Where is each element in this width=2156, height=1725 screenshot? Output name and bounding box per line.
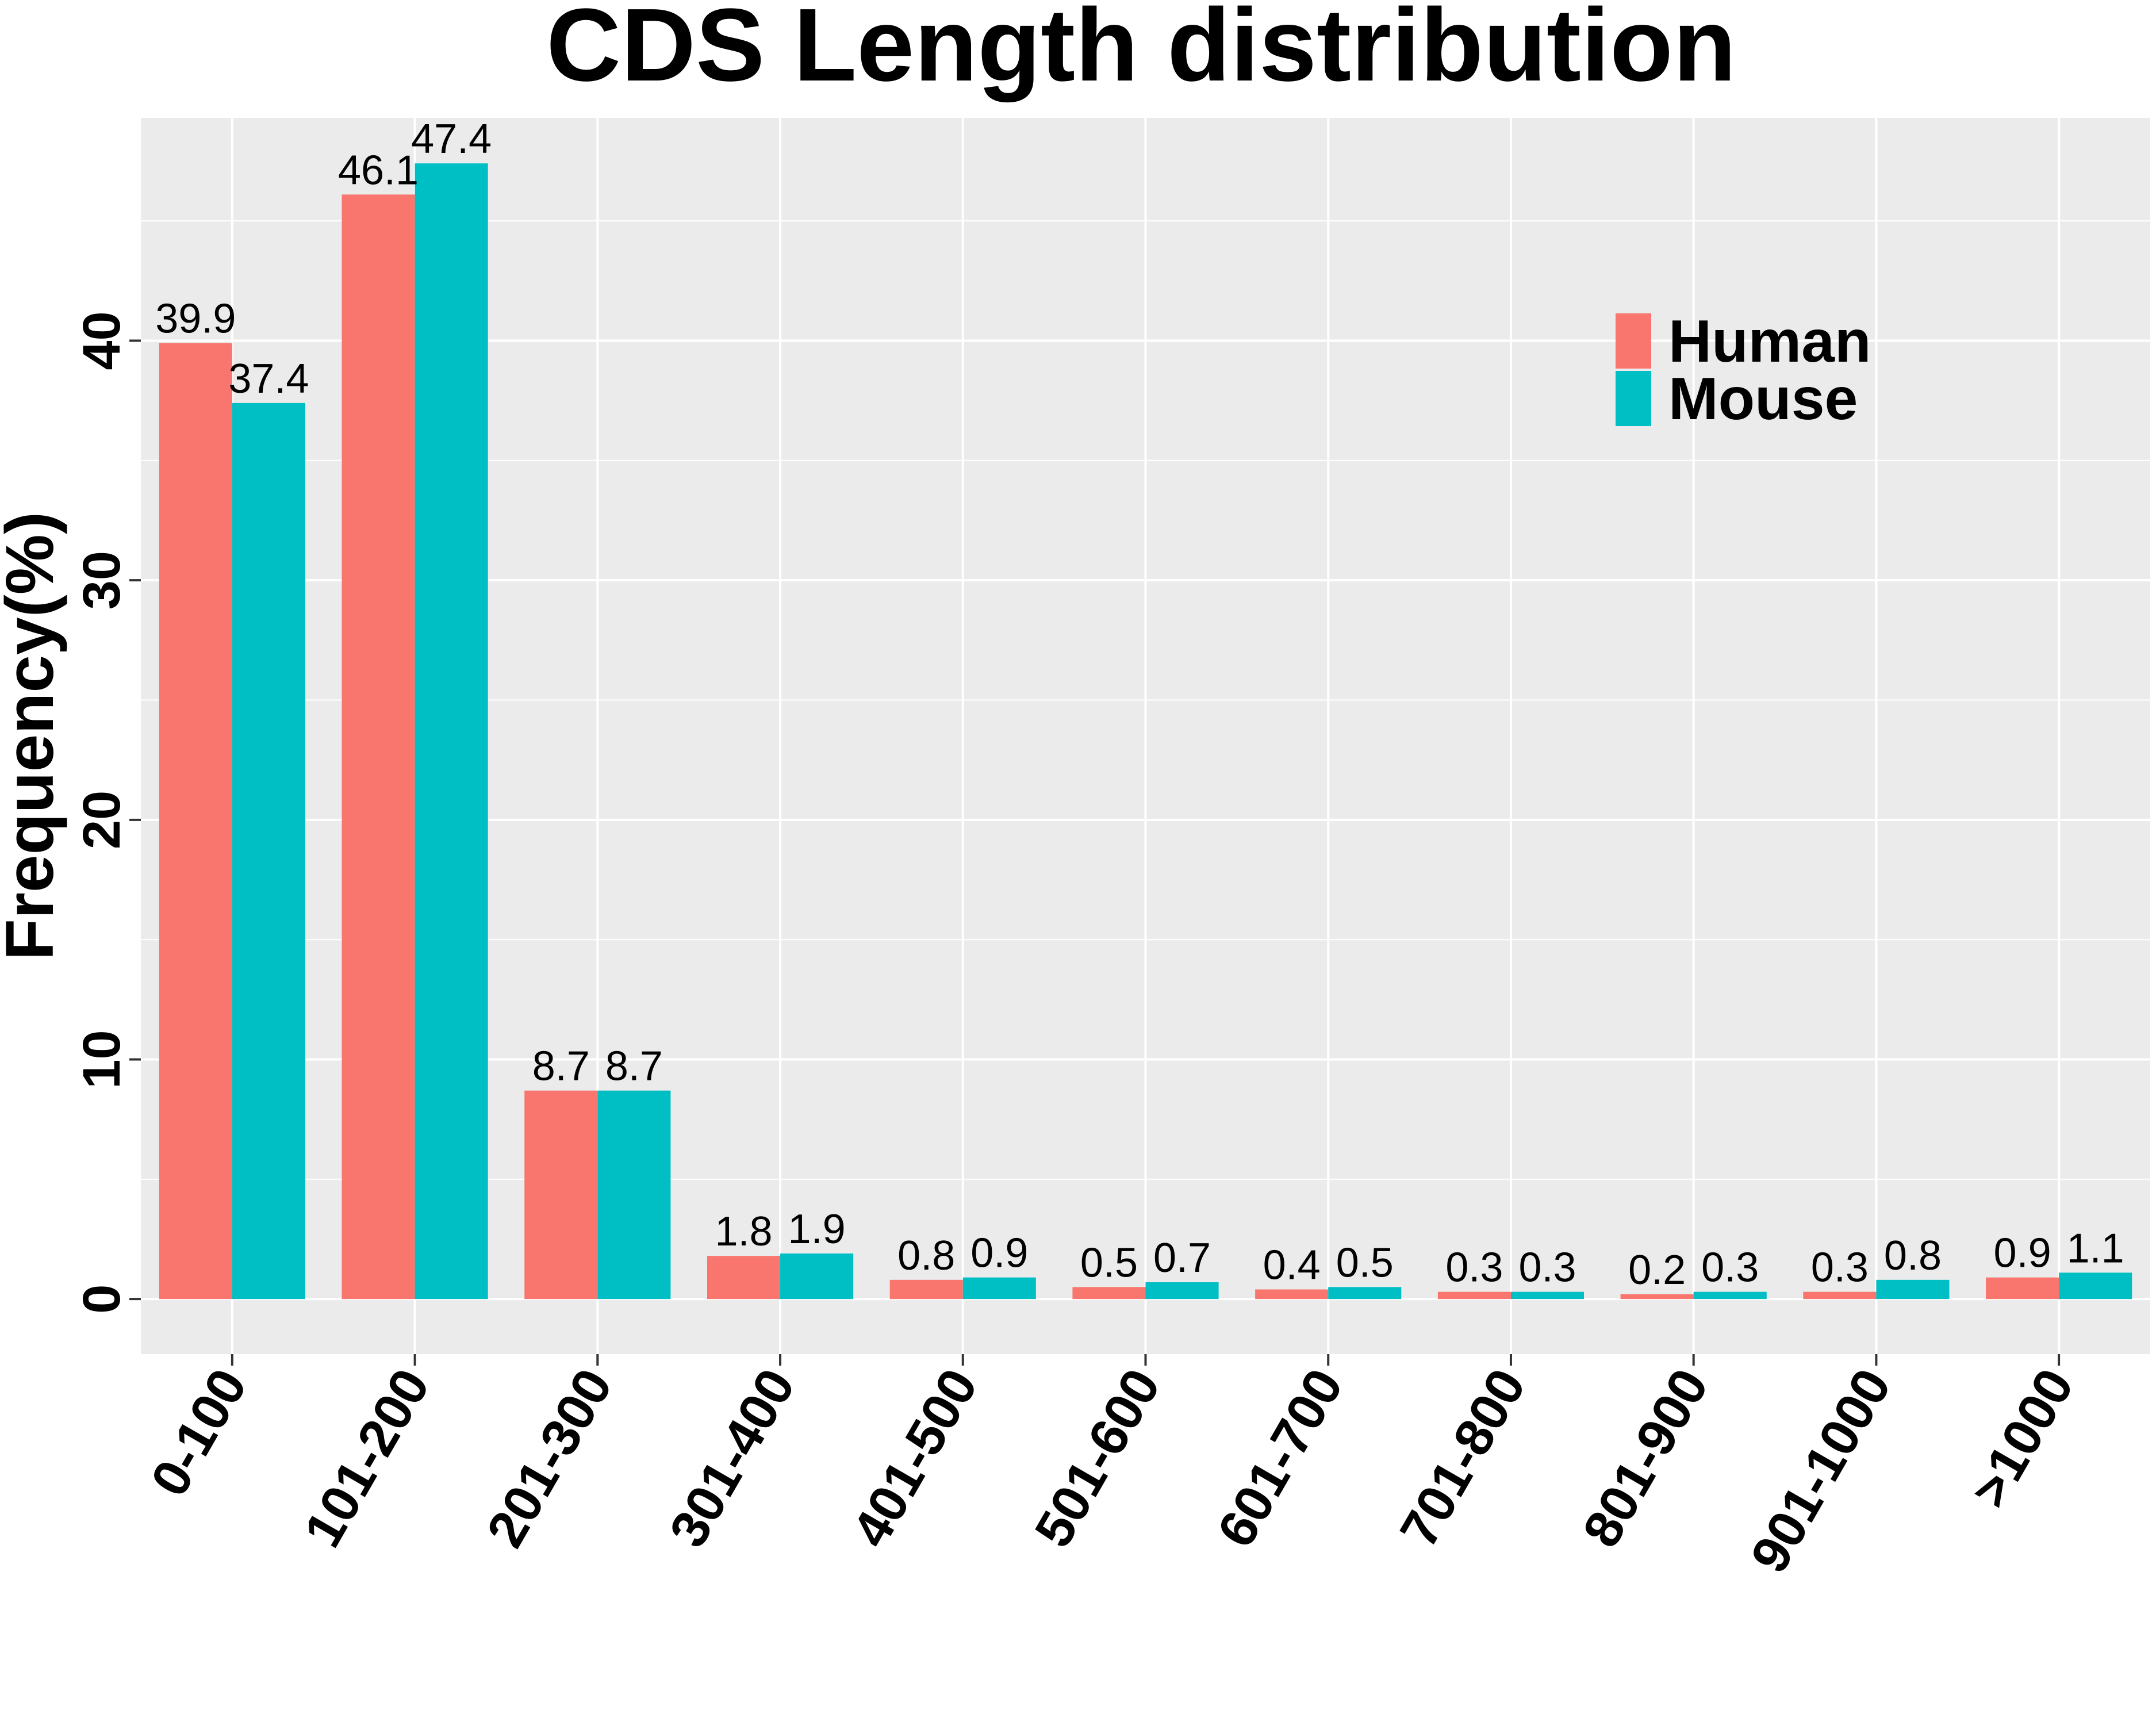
- bar-label-human-5: 0.5: [1080, 1240, 1138, 1286]
- legend-label-mouse: Mouse: [1668, 366, 1858, 432]
- bar-label-human-9: 0.3: [1811, 1245, 1869, 1291]
- x-tick-label: 601-700: [1206, 1359, 1354, 1557]
- x-tick-label: 0-100: [140, 1359, 258, 1506]
- y-tick-label: 40: [72, 311, 131, 370]
- bar-label-mouse-0: 37.4: [228, 356, 309, 402]
- bar-label-mouse-1: 47.4: [411, 116, 492, 162]
- y-tick-label: 0: [72, 1285, 131, 1314]
- y-tick-label: 20: [72, 791, 131, 849]
- bar-label-human-6: 0.4: [1263, 1243, 1321, 1289]
- bar-mouse-10: [2059, 1272, 2132, 1300]
- bar-human-6: [1255, 1289, 1329, 1300]
- bar-label-human-1: 46.1: [338, 147, 419, 193]
- bar-label-human-8: 0.2: [1628, 1247, 1686, 1293]
- bar-label-human-10: 0.9: [1994, 1230, 2051, 1276]
- legend-swatch-human: [1616, 313, 1651, 369]
- bar-mouse-3: [780, 1254, 854, 1300]
- bar-human-4: [889, 1279, 963, 1300]
- x-tick-label: >1000: [1960, 1359, 2085, 1517]
- bar-label-mouse-4: 0.9: [970, 1230, 1028, 1276]
- y-tick-label: 10: [72, 1030, 131, 1088]
- x-tick-label: 101-200: [293, 1359, 441, 1557]
- bar-human-10: [1986, 1277, 2059, 1300]
- bar-label-mouse-2: 8.7: [605, 1044, 663, 1090]
- bar-human-5: [1072, 1287, 1146, 1300]
- bar-label-mouse-9: 0.8: [1884, 1233, 1942, 1279]
- bar-mouse-8: [1693, 1291, 1767, 1300]
- legend-label-human: Human: [1668, 308, 1871, 375]
- bar-label-mouse-10: 1.1: [2067, 1225, 2124, 1271]
- bar-label-human-4: 0.8: [897, 1233, 955, 1279]
- bar-label-human-3: 1.8: [715, 1209, 772, 1255]
- bar-label-mouse-7: 0.3: [1518, 1245, 1576, 1291]
- x-tick-label: 501-600: [1024, 1359, 1172, 1557]
- x-tick-label: 301-400: [658, 1359, 806, 1557]
- bar-human-0: [159, 343, 232, 1300]
- bar-label-human-0: 39.9: [155, 296, 236, 342]
- bar-label-mouse-8: 0.3: [1701, 1245, 1759, 1291]
- x-tick-label: 701-800: [1389, 1359, 1537, 1557]
- legend-swatch-mouse: [1616, 371, 1651, 426]
- bar-mouse-9: [1876, 1279, 1950, 1300]
- x-tick-label: 201-300: [475, 1359, 623, 1557]
- bar-human-7: [1437, 1291, 1511, 1300]
- x-tick-label: 401-500: [841, 1359, 989, 1557]
- bar-label-human-2: 8.7: [532, 1044, 590, 1090]
- x-tick-label: 901-1000: [1740, 1359, 1902, 1582]
- bar-human-3: [707, 1256, 781, 1300]
- bar-human-2: [524, 1090, 598, 1300]
- bar-human-8: [1620, 1294, 1694, 1300]
- bar-mouse-7: [1510, 1291, 1585, 1300]
- x-tick-label: 801-900: [1572, 1359, 1720, 1557]
- bar-human-9: [1803, 1291, 1877, 1300]
- chart-title: CDS Length distribution: [546, 0, 1736, 103]
- bar-mouse-6: [1328, 1287, 1402, 1300]
- bar-label-mouse-6: 0.5: [1336, 1240, 1394, 1286]
- bar-mouse-2: [597, 1090, 671, 1300]
- y-tick-label: 30: [72, 551, 131, 610]
- bar-label-mouse-5: 0.7: [1153, 1235, 1211, 1281]
- bar-mouse-5: [1145, 1282, 1219, 1300]
- bar-human-1: [342, 194, 415, 1300]
- y-axis-title: Frequency(%): [0, 512, 68, 960]
- bar-mouse-1: [415, 163, 488, 1300]
- bar-mouse-0: [232, 402, 305, 1300]
- bar-label-human-7: 0.3: [1445, 1245, 1503, 1291]
- bar-mouse-4: [962, 1277, 1036, 1300]
- bar-label-mouse-3: 1.9: [788, 1206, 846, 1252]
